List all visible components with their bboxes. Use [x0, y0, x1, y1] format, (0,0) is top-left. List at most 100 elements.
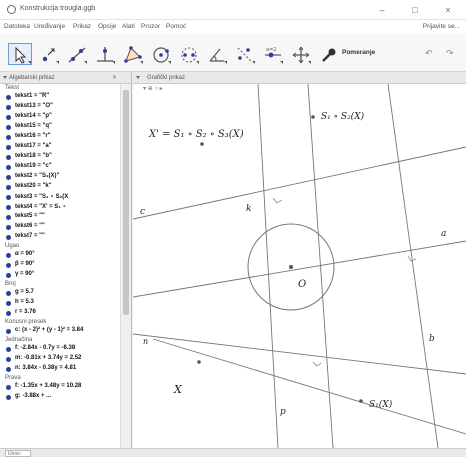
visibility-toggle-icon[interactable]	[6, 95, 11, 100]
line-p[interactable]	[307, 84, 334, 448]
menu-window[interactable]: Prozor	[141, 23, 161, 30]
visibility-toggle-icon[interactable]	[6, 185, 11, 190]
undo-button[interactable]: ↶	[425, 48, 433, 58]
move-view-tool-icon	[292, 46, 310, 64]
label-S1X: S₁(X)	[369, 399, 393, 410]
right-angle-marker	[407, 255, 417, 262]
category-label[interactable]: Jednačina	[5, 337, 33, 343]
visibility-toggle-icon[interactable]	[6, 125, 11, 130]
input-field[interactable]: Unos:	[5, 450, 31, 457]
visibility-toggle-icon[interactable]	[6, 301, 11, 306]
category-label[interactable]: Broj	[5, 281, 16, 287]
algebra-row-text: tekst20 = "k"	[15, 183, 52, 189]
ellipse-tool-button[interactable]	[176, 43, 200, 65]
angle-tool-button[interactable]	[204, 43, 228, 65]
menu-options[interactable]: Opcije	[98, 23, 117, 30]
category-label[interactable]: Prava	[5, 375, 21, 381]
algebra-row-text: tekst1 = "R"	[15, 93, 50, 99]
visibility-toggle-icon[interactable]	[6, 357, 11, 362]
visibility-toggle-icon[interactable]	[6, 105, 11, 110]
line-m[interactable]	[152, 338, 466, 435]
algebra-scrollbar-thumb[interactable]	[123, 90, 129, 315]
category-label[interactable]: Tekst	[5, 85, 20, 91]
point-S1S2S3X[interactable]	[200, 142, 204, 146]
point-S1X[interactable]	[359, 399, 363, 403]
perpendicular-tool-button[interactable]	[92, 43, 116, 65]
visibility-toggle-icon[interactable]	[6, 311, 11, 316]
line-b[interactable]	[387, 84, 439, 448]
pin-tool-button[interactable]	[316, 43, 340, 65]
line-tool-button[interactable]	[64, 43, 88, 65]
line-c[interactable]	[133, 146, 466, 220]
circle-tool-icon	[153, 47, 169, 63]
close-icon[interactable]: ✕	[111, 75, 117, 81]
right-angle-marker	[312, 361, 322, 367]
category-label[interactable]: Ugao	[5, 243, 20, 249]
minimize-button[interactable]: –	[379, 5, 385, 15]
sign-in-link[interactable]: Prijavite se...	[422, 23, 460, 30]
point-tool-button[interactable]	[36, 43, 60, 65]
visibility-toggle-icon[interactable]	[6, 215, 11, 220]
visibility-toggle-icon[interactable]	[6, 395, 11, 400]
label-a: a	[441, 229, 446, 239]
visibility-toggle-icon[interactable]	[6, 367, 11, 372]
visibility-toggle-icon[interactable]	[6, 225, 11, 230]
point-O[interactable]	[289, 265, 293, 269]
category-label[interactable]: Konusni presek	[5, 319, 47, 325]
circle-k[interactable]	[247, 223, 335, 311]
visibility-toggle-icon[interactable]	[6, 175, 11, 180]
visibility-toggle-icon[interactable]	[6, 273, 11, 278]
visibility-toggle-icon[interactable]	[6, 253, 11, 258]
visibility-toggle-icon[interactable]	[6, 347, 11, 352]
point-tool-icon	[42, 48, 55, 62]
graphics-view[interactable]: Grafički prikaz ▾ ⊕ ○ ▸ X' = S₁ ∘ S₂ ∘ S…	[133, 72, 466, 448]
angle-tool-icon	[209, 48, 224, 62]
collapse-icon[interactable]	[136, 76, 140, 79]
algebra-row-text: n: 3.84x - 0.38y = 4.81	[15, 365, 77, 371]
move-tool-button[interactable]	[8, 43, 32, 65]
close-button[interactable]: ×	[445, 5, 451, 15]
visibility-toggle-icon[interactable]	[6, 329, 11, 334]
algebra-scrollbar[interactable]	[120, 84, 131, 448]
point-S1S2X[interactable]	[311, 115, 315, 119]
reflect-tool-button[interactable]	[232, 43, 256, 65]
algebra-view: Algebarski prikaz ✕ Tekst tekst1 = "R" tek…	[0, 72, 132, 448]
menu-edit[interactable]: Uređivanje	[34, 23, 66, 30]
menu-help[interactable]: Pomoć	[166, 23, 187, 30]
input-bar: Unos:	[0, 448, 466, 457]
algebra-row-text: f: -2.84x - 0.7y = -6.38	[15, 345, 76, 351]
formula-label-s1s2: S₁ ∘ S₂(X)	[321, 111, 365, 122]
graphics-view-header: Grafički prikaz	[133, 72, 466, 84]
redo-button[interactable]: ↷	[446, 48, 454, 58]
visibility-toggle-icon[interactable]	[6, 165, 11, 170]
point-X[interactable]	[197, 360, 201, 364]
visibility-toggle-icon[interactable]	[6, 155, 11, 160]
visibility-toggle-icon[interactable]	[6, 135, 11, 140]
slider-tool-button[interactable]: a=2	[260, 43, 284, 65]
move-view-tool-button[interactable]	[288, 43, 312, 65]
collapse-icon[interactable]	[3, 76, 7, 79]
right-angle-marker	[272, 197, 283, 204]
polygon-tool-button[interactable]	[120, 43, 144, 65]
visibility-toggle-icon[interactable]	[6, 291, 11, 296]
visibility-toggle-icon[interactable]	[6, 195, 11, 200]
menu-view[interactable]: Prikaz	[73, 23, 92, 30]
algebra-view-header: Algebarski prikaz ✕	[0, 72, 131, 84]
visibility-toggle-icon[interactable]	[6, 385, 11, 390]
maximize-button[interactable]: □	[412, 5, 418, 15]
menu-tools[interactable]: Alati	[122, 23, 135, 30]
visibility-toggle-icon[interactable]	[6, 235, 11, 240]
label-b: b	[429, 334, 435, 344]
circle-tool-button[interactable]	[148, 43, 172, 65]
visibility-toggle-icon[interactable]	[6, 263, 11, 268]
style-bar[interactable]: ▾ ⊕ ○ ▸	[143, 86, 163, 92]
line-n[interactable]	[133, 333, 466, 375]
algebra-row-text: h = 5.3	[15, 299, 34, 305]
algebra-row-text: tekst14 = "p"	[15, 113, 52, 119]
visibility-toggle-icon[interactable]	[6, 115, 11, 120]
visibility-toggle-icon[interactable]	[6, 205, 11, 210]
menu-file[interactable]: Datoteka	[4, 23, 31, 30]
visibility-toggle-icon[interactable]	[6, 145, 11, 150]
graphics-canvas[interactable]: X' = S₁ ∘ S₂ ∘ S₃(X) S₁ ∘ S₂(X) O k a b …	[133, 84, 466, 448]
line-a[interactable]	[257, 84, 279, 448]
